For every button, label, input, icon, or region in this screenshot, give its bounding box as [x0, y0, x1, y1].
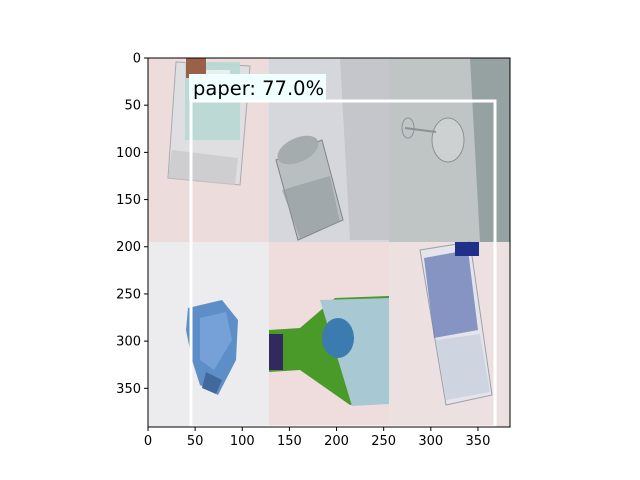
- axes-frame: [147, 57, 511, 428]
- tile-wine-glass: [389, 58, 510, 242]
- y-tick-label: 350: [116, 382, 141, 397]
- x-tick-label: 50: [187, 434, 204, 449]
- x-tick-label: 250: [371, 434, 396, 449]
- x-tick-label: 350: [466, 434, 491, 449]
- tile-green-bottle: [269, 242, 389, 427]
- x-tick-label: 100: [230, 434, 255, 449]
- y-axis: 0 50 100 150 200 250 300 350: [116, 52, 148, 397]
- tile-blue-paper: [148, 242, 269, 427]
- detection-label-text: paper: 77.0%: [193, 77, 324, 100]
- y-tick-label: 300: [116, 335, 141, 350]
- y-tick-label: 200: [116, 240, 141, 255]
- x-axis: 0 50 100 150 200 250 300 350: [144, 427, 491, 449]
- tile-labelled-bottle: [389, 241, 510, 427]
- x-tick-label: 300: [418, 434, 443, 449]
- image-area: [148, 58, 510, 427]
- y-tick-label: 250: [116, 287, 141, 302]
- y-tick-label: 150: [116, 193, 141, 208]
- detection-label: paper: 77.0%: [189, 74, 326, 100]
- x-tick-label: 0: [144, 434, 152, 449]
- x-tick-label: 150: [277, 434, 302, 449]
- y-tick-label: 50: [124, 99, 141, 114]
- y-tick-label: 100: [116, 146, 141, 161]
- x-tick-label: 200: [324, 434, 349, 449]
- y-tick-label: 0: [133, 52, 141, 67]
